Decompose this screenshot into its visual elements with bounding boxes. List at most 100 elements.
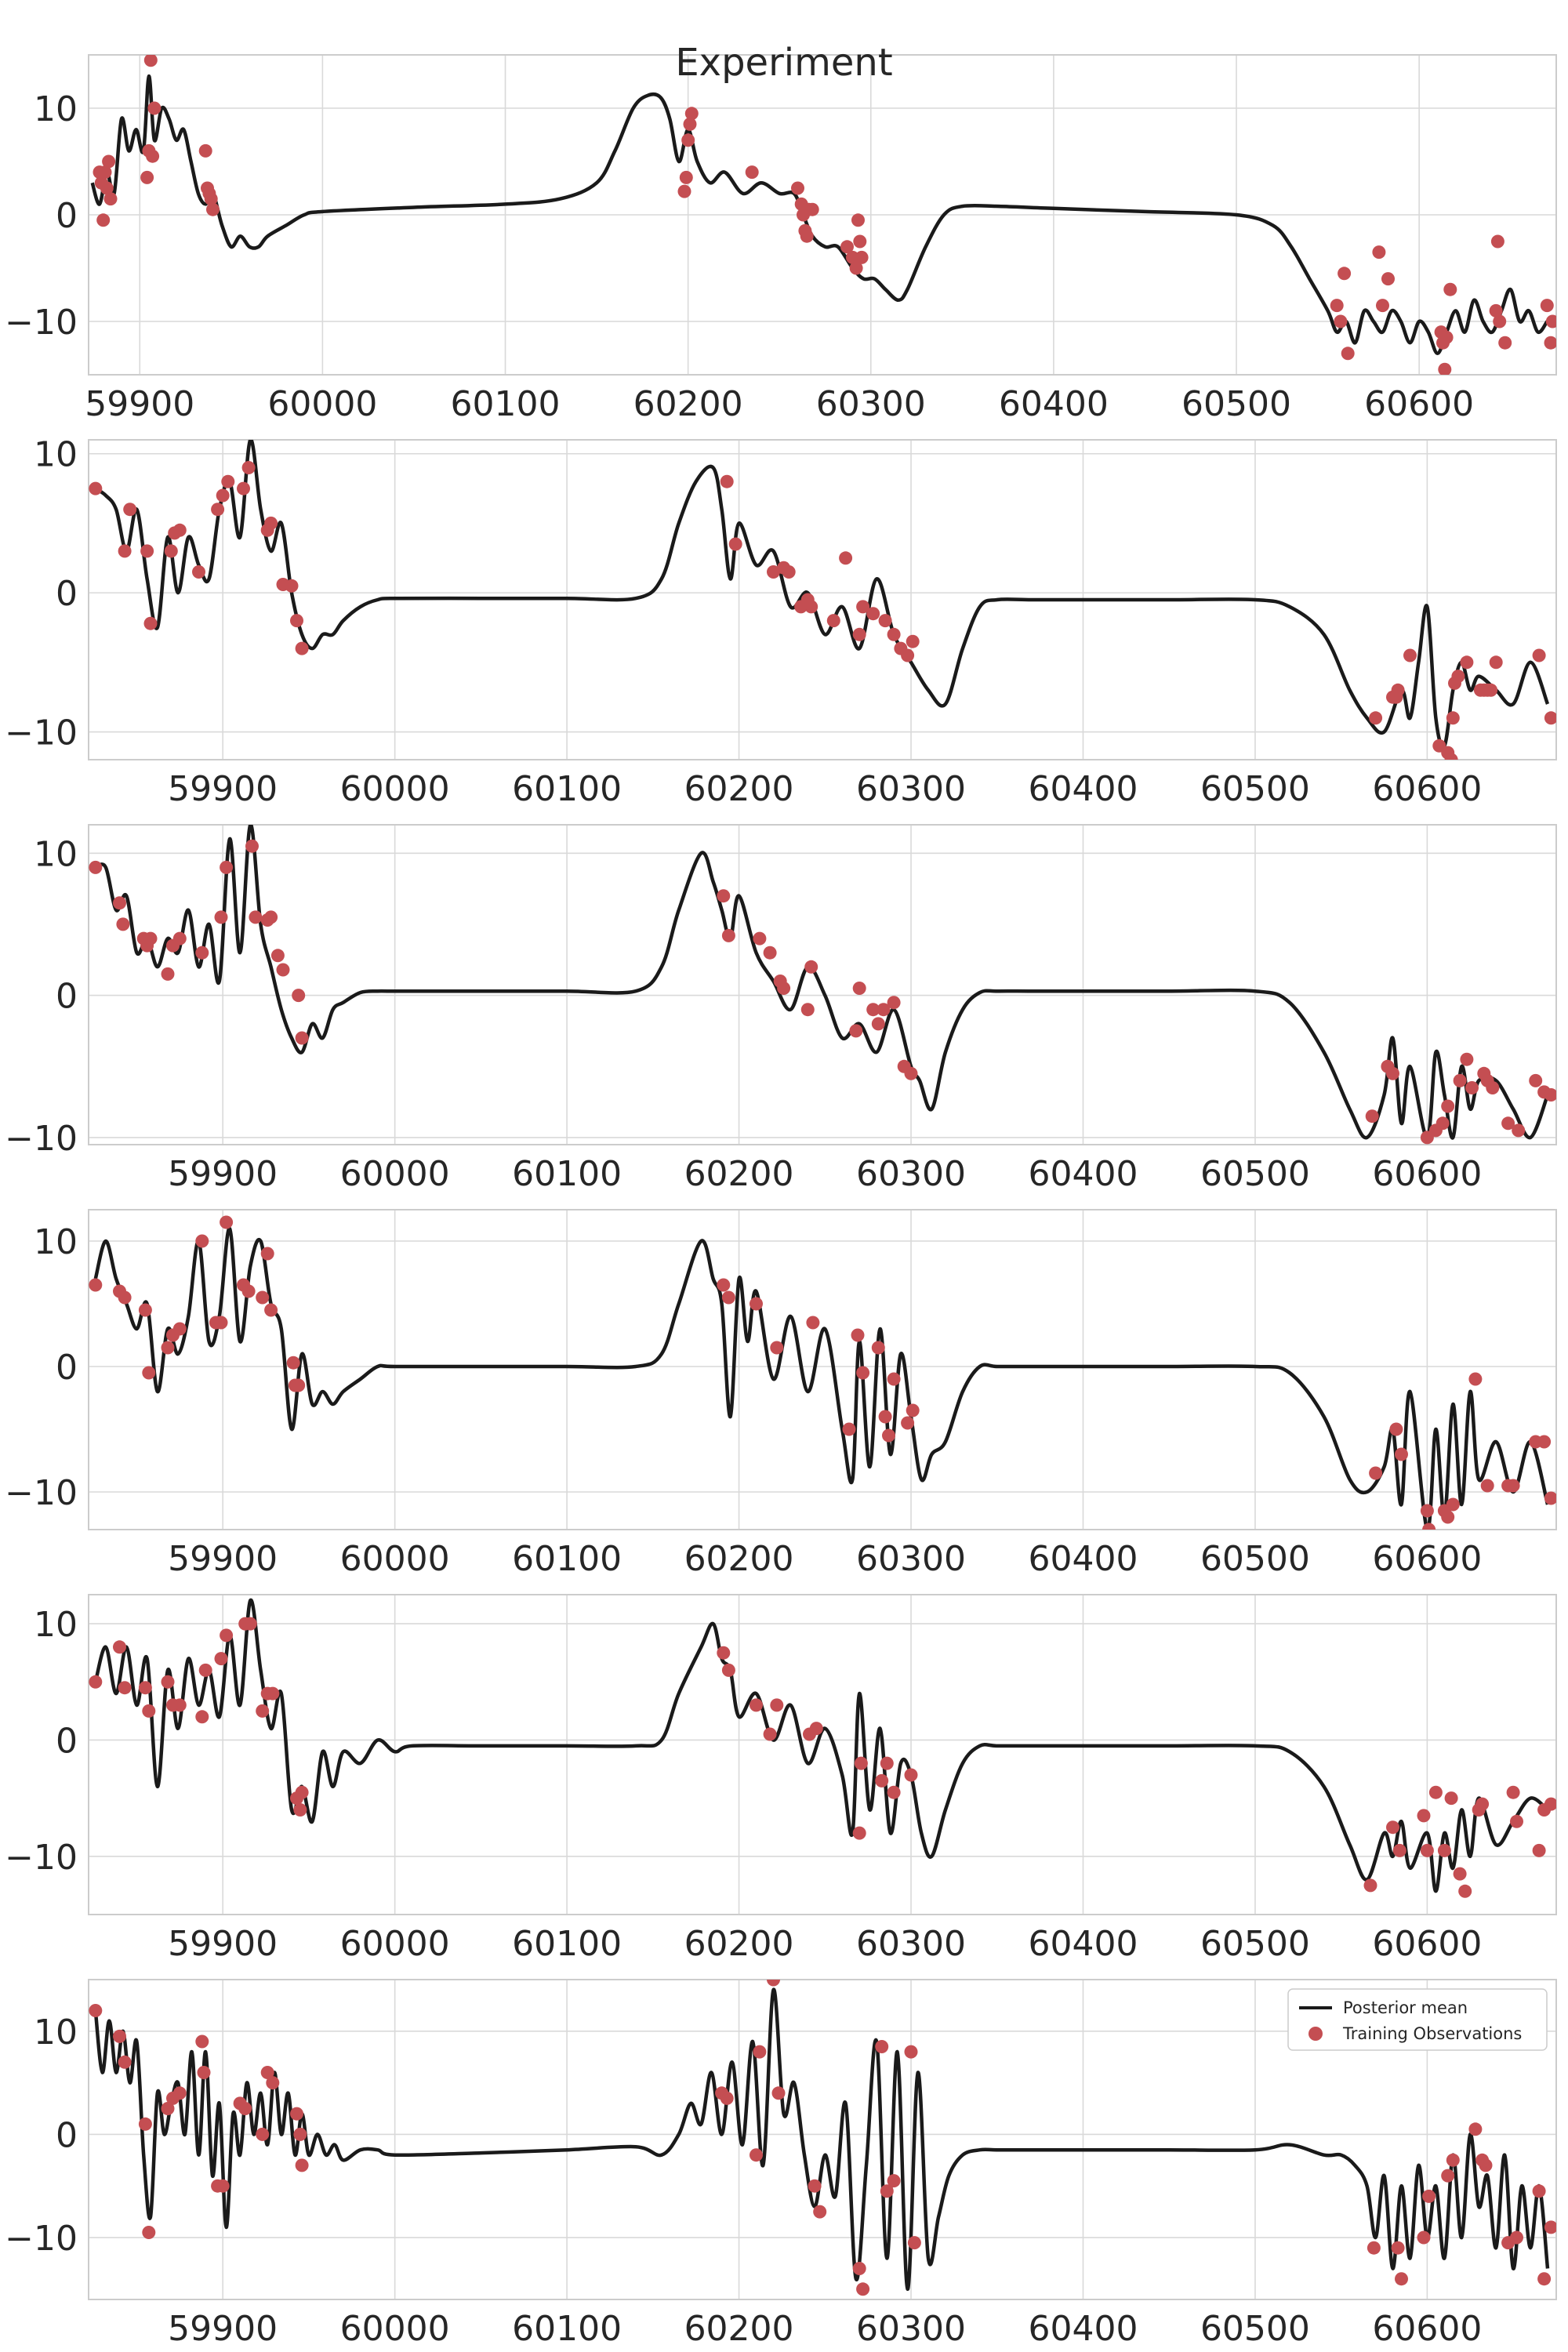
training-observation-point [138, 1303, 152, 1317]
training-observation-point [214, 1316, 228, 1330]
training-observation-point [1510, 1814, 1523, 1828]
training-observation-point [800, 229, 814, 243]
x-tick-label: 60200 [684, 1924, 794, 1964]
y-tick-label: 10 [34, 834, 78, 874]
x-tick-label: 59900 [168, 769, 278, 809]
training-observation-point [143, 931, 158, 946]
x-tick-label: 60100 [512, 1154, 622, 1194]
training-observation-point [1453, 1073, 1467, 1087]
training-observation-point [842, 1422, 856, 1436]
training-observation-point [1441, 1510, 1455, 1524]
x-tick-label: 60500 [1200, 1154, 1310, 1194]
training-observation-point [1532, 2184, 1546, 2198]
training-observation-point [260, 1247, 274, 1261]
training-observation-point [717, 1646, 731, 1660]
training-observation-point [677, 184, 691, 198]
training-observation-point [1422, 2189, 1436, 2203]
x-tick-label: 60600 [1372, 1539, 1482, 1579]
training-observation-point [1460, 1052, 1474, 1066]
training-observation-point [866, 1003, 880, 1017]
training-observation-point [1444, 1791, 1458, 1806]
training-observation-point [1341, 347, 1355, 361]
plot-background [89, 1595, 1556, 1915]
x-tick-label: 60200 [684, 1154, 794, 1194]
training-observation-point [1512, 1123, 1526, 1138]
x-tick-label: 60300 [856, 769, 966, 809]
y-tick-label: −10 [5, 1473, 78, 1513]
training-observation-point [1479, 2158, 1493, 2172]
subplot-2: 59900 60000 60100 60200 60300 60400 60500 60600… [5, 435, 1557, 809]
subplot-5: 59900 60000 60100 60200 60300 60400 60500 60600… [5, 1594, 1557, 1964]
x-tick-label: 60600 [1364, 384, 1474, 424]
x-tick-label: 60000 [340, 1924, 450, 1964]
training-observation-point [221, 474, 235, 488]
training-observation-point [901, 648, 915, 662]
training-observation-point [89, 481, 103, 495]
y-tick-label: 0 [56, 1721, 78, 1761]
plot-frame [88, 1594, 1557, 1915]
training-observation-point [96, 213, 111, 227]
subplot-3: 59900 60000 60100 60200 60300 60400 60500 60600… [5, 824, 1557, 1194]
training-observation-point [295, 2158, 309, 2172]
plot-background [89, 1210, 1556, 1530]
training-observation-point [146, 149, 160, 163]
training-observation-point [1544, 336, 1556, 350]
training-observation-point [123, 503, 137, 517]
training-observation-point [852, 982, 866, 995]
training-observation-point [904, 1066, 918, 1080]
training-observation-point [720, 474, 734, 488]
x-tick-label: 60300 [856, 2309, 966, 2349]
training-observation-point [113, 896, 126, 910]
training-observation-point [1453, 1867, 1467, 1881]
training-observation-point [720, 2091, 734, 2105]
training-observation-point [1544, 1491, 1556, 1505]
training-observation-point [293, 1803, 307, 1817]
training-observation-point [871, 1017, 885, 1031]
x-tick-label: 60200 [684, 2309, 794, 2349]
training-observation-point [854, 1756, 868, 1770]
training-observation-point [195, 1710, 209, 1724]
training-observation-point [118, 1681, 132, 1695]
posterior-mean-line [93, 1226, 1550, 1530]
training-observation-point [856, 600, 870, 614]
training-observation-point [800, 1003, 815, 1017]
x-tick-label: 60100 [512, 769, 622, 809]
plot-marks [90, 55, 1556, 375]
training-observation-point [813, 2205, 827, 2219]
training-observation-point [856, 1366, 870, 1380]
training-observation-point [1438, 362, 1452, 375]
training-observation-point [161, 967, 175, 981]
training-observation-point [1544, 1088, 1556, 1102]
legend-label-posterior-mean: Posterior mean [1343, 1998, 1468, 2017]
training-observation-point [1468, 1372, 1483, 1386]
training-observation-point [878, 1410, 892, 1424]
training-observation-point [777, 982, 791, 995]
training-observation-point [116, 917, 130, 931]
training-observation-point [1489, 303, 1503, 318]
y-tick-label: 10 [34, 2013, 78, 2053]
training-observation-point [1417, 2230, 1431, 2245]
y-tick-label: 0 [56, 574, 78, 614]
training-observation-point [290, 614, 303, 628]
training-observation-point [804, 600, 818, 614]
training-observation-point [839, 551, 853, 565]
training-observation-point [1369, 711, 1383, 725]
plot-frame [88, 1979, 1557, 2300]
training-observation-point [266, 2076, 280, 2090]
x-tick-label: 60500 [1200, 1539, 1310, 1579]
x-tick-label: 60000 [340, 1154, 450, 1194]
x-tick-label: 60000 [267, 384, 377, 424]
subplot-6: 59900 60000 60100 60200 60300 60400 60500 60600… [5, 1979, 1557, 2349]
training-observation-point [102, 154, 116, 169]
training-observation-point [1428, 1785, 1443, 1799]
training-observation-point [1443, 282, 1457, 296]
legend: Posterior mean Training Observations [1287, 1988, 1548, 2051]
training-observation-point [118, 2055, 132, 2069]
training-observation-point [1391, 683, 1405, 697]
training-observation-point [1437, 1843, 1451, 1857]
training-observation-point [871, 1341, 885, 1355]
training-observation-point [98, 165, 112, 180]
training-observation-point [118, 544, 132, 558]
training-observation-point [295, 1785, 309, 1799]
training-observation-point [771, 2086, 786, 2100]
